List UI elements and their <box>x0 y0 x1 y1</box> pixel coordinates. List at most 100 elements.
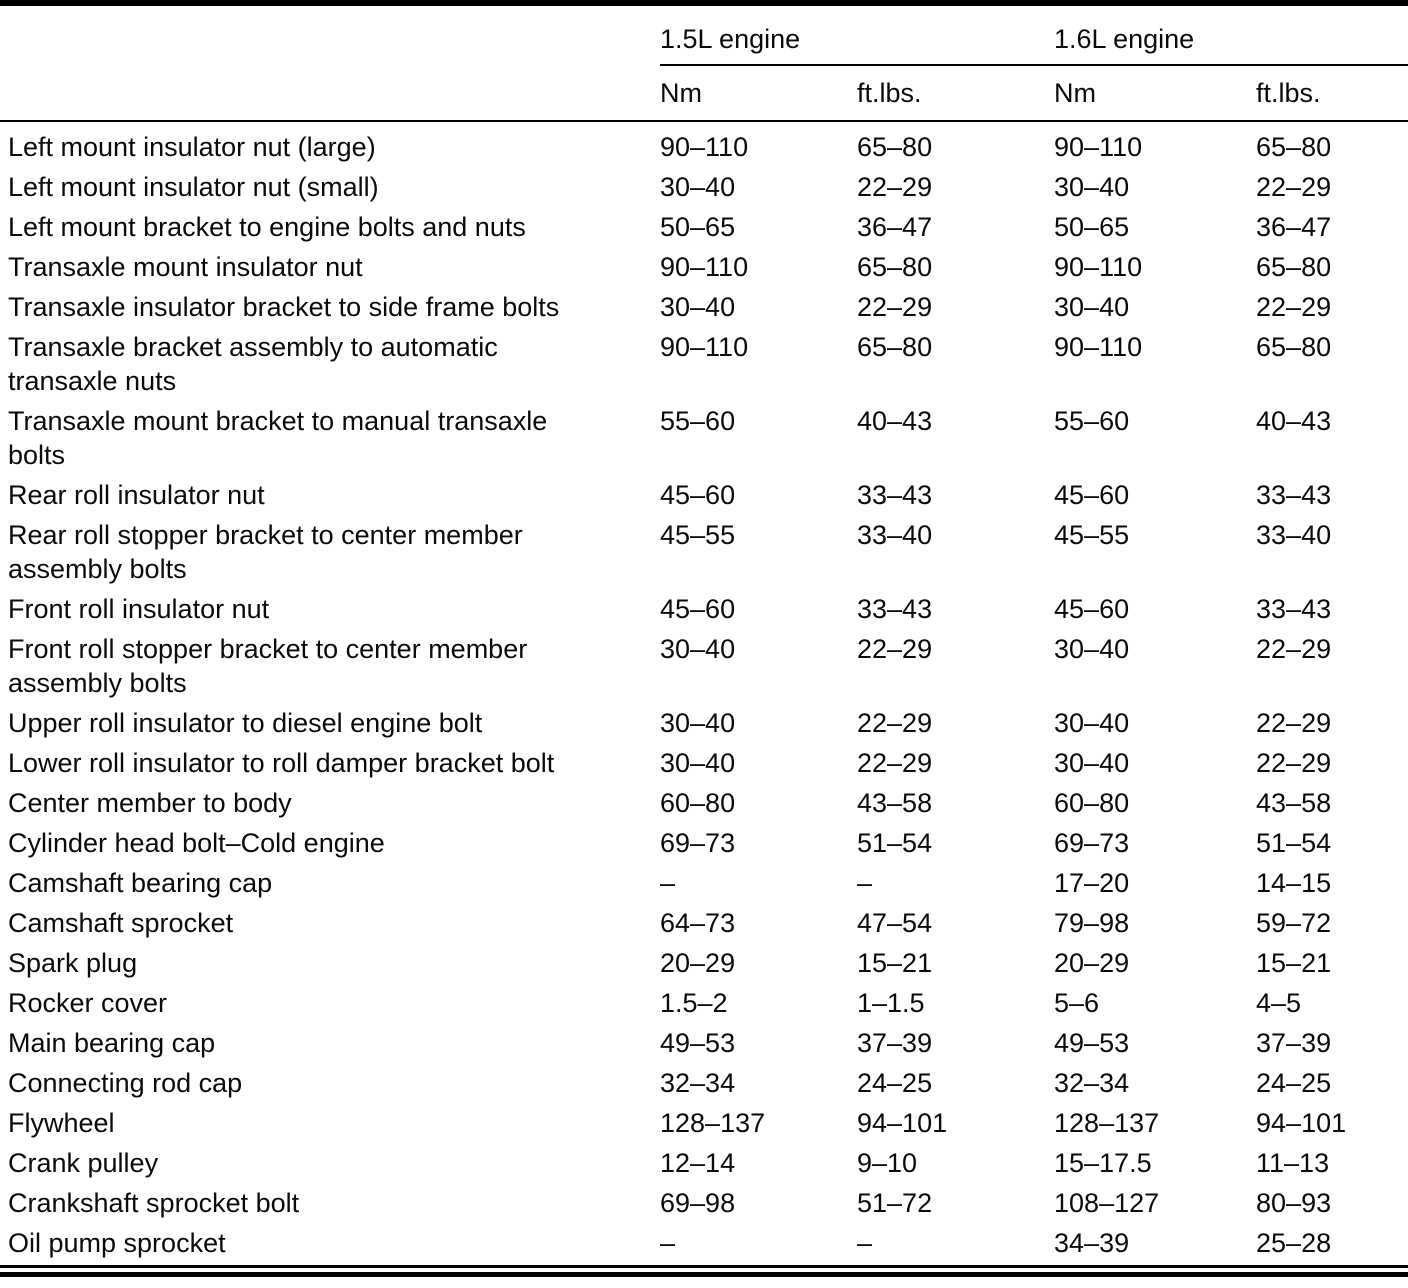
torque-value: 128–137 <box>1054 1108 1160 1138</box>
table-row: Lower roll insulator to roll damper brac… <box>0 743 1408 783</box>
row-label: Rear roll insulator nut <box>8 480 265 510</box>
item-column-header-blank <box>0 3 660 65</box>
torque-value: 30–40 <box>1054 708 1130 738</box>
table-row: Transaxle insulator bracket to side fram… <box>0 287 1408 327</box>
torque-value: 25–28 <box>1256 1228 1332 1258</box>
row-label: Front roll insulator nut <box>8 594 270 624</box>
table-header: 1.5L engine 1.6L engine Nm ft.lbs. Nm ft… <box>0 3 1408 122</box>
torque-value: 37–39 <box>857 1028 933 1058</box>
torque-value: 79–98 <box>1054 908 1130 938</box>
table-row: Transaxle mount insulator nut 90–110 65–80… <box>0 247 1408 287</box>
row-label: Camshaft sprocket <box>8 908 234 938</box>
torque-value: – <box>857 1228 873 1258</box>
torque-value: 69–73 <box>660 828 736 858</box>
torque-value: 12–14 <box>660 1148 736 1178</box>
torque-value: 45–55 <box>660 520 736 550</box>
torque-value: 45–60 <box>660 594 736 624</box>
col-header-nm-1-6l: Nm <box>1054 65 1257 122</box>
torque-value: 5–6 <box>1054 988 1100 1018</box>
row-label: Crankshaft sprocket bolt <box>8 1188 300 1218</box>
torque-value: 43–58 <box>857 788 933 818</box>
table-row: Left mount insulator nut (large) 90–110 65… <box>0 121 1408 167</box>
torque-value: 22–29 <box>857 292 933 322</box>
torque-value: 11–13 <box>1256 1148 1330 1178</box>
torque-value: 22–29 <box>857 748 933 778</box>
table-row: Camshaft sprocket 64–73 47–54 79–98 59–72 <box>0 903 1408 943</box>
torque-value: 65–80 <box>857 132 933 162</box>
torque-value: – <box>660 1228 676 1258</box>
column-group-1-6l-engine: 1.6L engine <box>1054 3 1408 66</box>
torque-value: 32–34 <box>660 1068 736 1098</box>
row-label: Transaxle mount insulator nut <box>8 252 363 282</box>
torque-value: 30–40 <box>660 634 736 664</box>
torque-value: 22–29 <box>857 708 933 738</box>
torque-value: 45–55 <box>1054 520 1130 550</box>
torque-value: 45–60 <box>1054 594 1130 624</box>
torque-value: 20–29 <box>660 948 736 978</box>
row-label: Crank pulley <box>8 1148 159 1178</box>
table-row: Rear roll insulator nut 45–60 33–43 45–60 33… <box>0 475 1408 515</box>
torque-value: 15–21 <box>1256 948 1332 978</box>
table-row: Upper roll insulator to diesel engine bo… <box>0 703 1408 743</box>
torque-value: – <box>660 868 676 898</box>
torque-value: 15–17.5 <box>1054 1148 1152 1178</box>
torque-value: 22–29 <box>1256 634 1332 664</box>
column-group-1-5l-engine: 1.5L engine <box>660 3 1055 66</box>
torque-value: 49–53 <box>660 1028 736 1058</box>
torque-value: 24–25 <box>1256 1068 1332 1098</box>
torque-value: 59–72 <box>1256 908 1332 938</box>
table-row: Transaxle mount bracket to manual transa… <box>0 401 1408 475</box>
torque-value: 90–110 <box>660 252 749 282</box>
torque-value: 90–110 <box>1054 332 1143 362</box>
table-row: Crank pulley 12–14 9–10 15–17.5 11–13 <box>0 1143 1408 1183</box>
row-label: Center member to body <box>8 788 292 818</box>
torque-value: 65–80 <box>1256 252 1332 282</box>
torque-value: 65–80 <box>1256 132 1332 162</box>
torque-value: 40–43 <box>857 406 933 436</box>
torque-value: 22–29 <box>1256 172 1332 202</box>
torque-value: 24–25 <box>857 1068 933 1098</box>
torque-value: 90–110 <box>1054 252 1143 282</box>
row-label: Oil pump sprocket <box>8 1228 226 1258</box>
table-row: Left mount insulator nut (small) 30–40 22–… <box>0 167 1408 207</box>
row-label: Left mount bracket to engine bolts and n… <box>8 212 526 242</box>
row-label: Upper roll insulator to diesel engine bo… <box>8 708 483 738</box>
torque-value: 30–40 <box>660 708 736 738</box>
torque-value: 60–80 <box>1054 788 1130 818</box>
torque-value: 22–29 <box>857 172 933 202</box>
torque-value: 33–40 <box>857 520 933 550</box>
torque-value: 47–54 <box>857 908 933 938</box>
torque-value: 20–29 <box>1054 948 1130 978</box>
col-header-ftlbs-1-5l: ft.lbs. <box>857 65 1055 122</box>
table-row: Cylinder head bolt–Cold engine 69–73 51–54… <box>0 823 1408 863</box>
torque-value: 15–21 <box>857 948 933 978</box>
table-row: Oil pump sprocket – – 34–39 25–28 <box>0 1223 1408 1263</box>
torque-value: 49–53 <box>1054 1028 1130 1058</box>
row-label: Flywheel <box>8 1108 115 1138</box>
row-label: Cylinder head bolt–Cold engine <box>8 828 385 858</box>
torque-value: 22–29 <box>1256 292 1332 322</box>
torque-value: 36–47 <box>857 212 933 242</box>
torque-value: 90–110 <box>1054 132 1143 162</box>
torque-value: 60–80 <box>660 788 736 818</box>
torque-value: 22–29 <box>1256 748 1332 778</box>
row-label: Transaxle mount bracket to manual transa… <box>8 406 548 470</box>
row-label: Transaxle bracket assembly to automatic … <box>8 332 498 396</box>
torque-value: 45–60 <box>1054 480 1130 510</box>
row-label: Left mount insulator nut (large) <box>8 132 376 162</box>
torque-value: 14–15 <box>1256 868 1332 898</box>
torque-value: 69–73 <box>1054 828 1130 858</box>
torque-value: 1.5–2 <box>660 988 728 1018</box>
torque-value: 51–54 <box>1256 828 1332 858</box>
torque-value: 80–93 <box>1256 1188 1332 1218</box>
torque-value: 43–58 <box>1256 788 1332 818</box>
col-header-nm-1-5l: Nm <box>660 65 857 122</box>
table-row: Flywheel 128–137 94–101 128–137 94–101 <box>0 1103 1408 1143</box>
row-label: Lower roll insulator to roll damper brac… <box>8 748 555 778</box>
table-row: Transaxle bracket assembly to automatic … <box>0 327 1408 401</box>
torque-value: 1–1.5 <box>857 988 925 1018</box>
torque-value: 33–43 <box>857 480 933 510</box>
table-row: Left mount bracket to engine bolts and n… <box>0 207 1408 247</box>
torque-value: 55–60 <box>1054 406 1130 436</box>
